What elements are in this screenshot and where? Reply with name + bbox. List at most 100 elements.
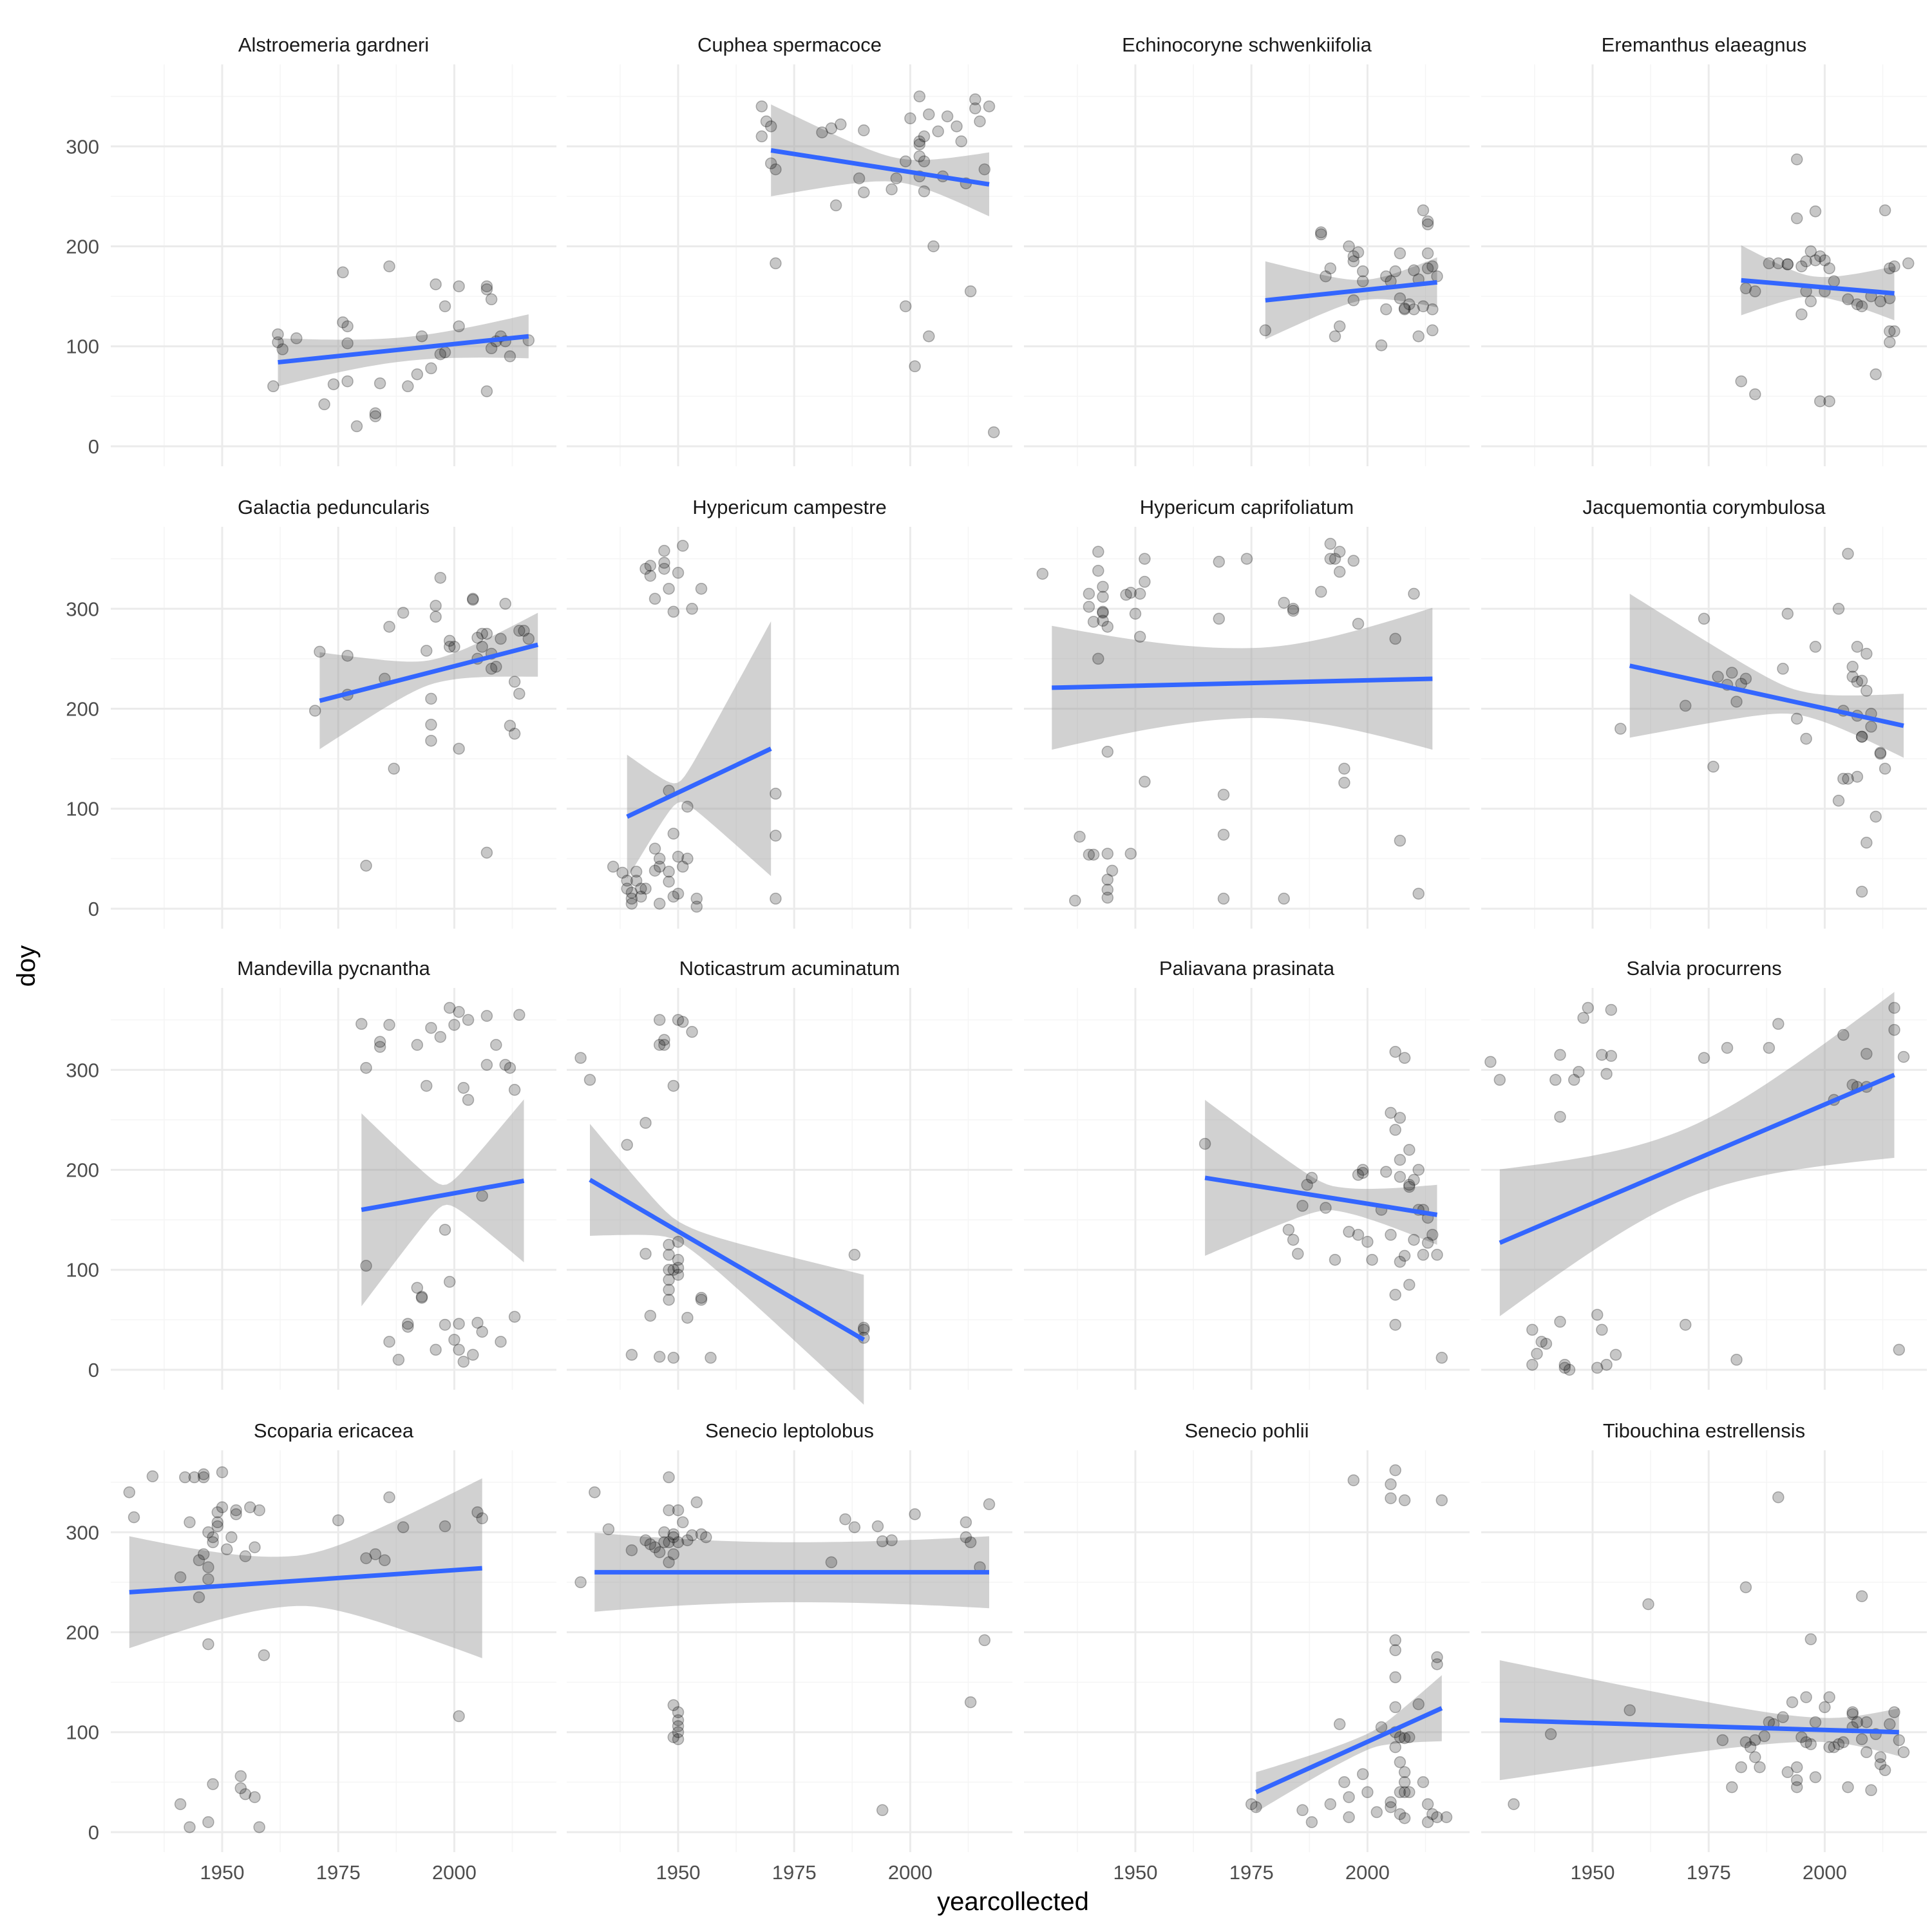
data-point	[374, 377, 386, 390]
data-point	[453, 320, 465, 332]
facet-strip-label: Salvia procurrens	[1626, 957, 1781, 980]
data-point	[829, 199, 842, 212]
data-point	[1535, 1336, 1548, 1348]
data-point	[467, 594, 479, 606]
data-point	[1394, 1756, 1406, 1768]
data-point	[272, 336, 284, 348]
data-point	[490, 661, 502, 673]
data-point	[1739, 1736, 1752, 1748]
data-point	[234, 1770, 247, 1783]
data-point	[1832, 1738, 1845, 1750]
data-point	[672, 1714, 685, 1727]
data-point	[681, 1311, 694, 1324]
data-point	[1412, 1698, 1425, 1710]
data-point	[1531, 1347, 1543, 1360]
facet-strip-label: Cuphea spermacoce	[697, 33, 882, 56]
data-point	[522, 632, 535, 645]
data-point	[1421, 262, 1434, 274]
data-point	[1828, 275, 1841, 288]
data-point	[649, 842, 661, 855]
data-point	[453, 1318, 465, 1330]
data-point	[1408, 1173, 1420, 1186]
regression-line	[129, 1566, 482, 1595]
panel-grid	[111, 988, 556, 1390]
data-point	[667, 1531, 680, 1544]
data-point	[1842, 772, 1854, 785]
data-point	[672, 1236, 685, 1248]
data-point	[1338, 1776, 1350, 1788]
data-point	[1804, 295, 1817, 308]
data-point	[1851, 676, 1864, 688]
data-point	[1800, 1736, 1812, 1748]
regression-line	[319, 642, 539, 703]
data-point	[1804, 1633, 1817, 1645]
data-points	[267, 260, 535, 433]
panel-grid	[567, 527, 1012, 929]
data-point	[1484, 1056, 1497, 1068]
data-point	[858, 124, 870, 137]
data-point	[1596, 1048, 1608, 1061]
y-tick-label: 200	[66, 698, 99, 721]
data-point	[1526, 1323, 1539, 1336]
data-points	[1036, 538, 1425, 907]
data-point	[1426, 303, 1439, 316]
facet-panel: Salvia procurrens	[1481, 957, 1927, 1390]
data-point	[1315, 585, 1327, 598]
data-point	[969, 102, 981, 115]
data-point	[1508, 1798, 1520, 1810]
confidence-band	[1052, 607, 1433, 750]
data-point	[653, 860, 666, 873]
data-point	[1408, 1233, 1420, 1246]
data-point	[1213, 612, 1226, 625]
data-point	[653, 897, 666, 910]
data-point	[695, 1294, 708, 1306]
data-point	[686, 1026, 698, 1038]
data-point	[1389, 1671, 1401, 1683]
facet-strip-label: Scoparia ericacea	[254, 1419, 414, 1442]
data-point	[904, 112, 916, 125]
data-point	[207, 1536, 219, 1549]
data-point	[764, 120, 777, 133]
data-point	[332, 1514, 345, 1526]
data-point	[1389, 1701, 1401, 1714]
facet-strip-label: Paliavana prasinata	[1159, 957, 1335, 980]
data-point	[453, 743, 465, 755]
data-point	[123, 1486, 136, 1499]
data-point	[667, 1264, 680, 1276]
data-point	[448, 1019, 460, 1031]
facet-panel: Senecio leptolobus 1950 1975 2000	[567, 1419, 1012, 1884]
y-tick-label: 200	[66, 1622, 99, 1644]
data-point	[1823, 262, 1835, 274]
data-point	[1749, 1734, 1761, 1747]
confidence-band	[1499, 992, 1895, 1316]
data-point	[886, 183, 898, 196]
data-point	[644, 569, 657, 582]
data-point	[411, 368, 424, 381]
data-point	[379, 1554, 391, 1566]
data-point	[1403, 298, 1416, 310]
data-point	[1329, 553, 1341, 565]
x-tick-label: 2000	[432, 1861, 477, 1884]
data-point	[690, 1496, 703, 1508]
data-point	[439, 300, 451, 312]
data-point	[411, 1282, 424, 1294]
data-point	[1426, 1808, 1439, 1821]
data-point	[369, 1548, 382, 1560]
regression-line	[1499, 1072, 1895, 1245]
data-point	[439, 1224, 451, 1236]
data-point	[1544, 1728, 1557, 1741]
data-point	[1800, 1691, 1812, 1703]
data-point	[1282, 1224, 1295, 1236]
data-point	[978, 1634, 991, 1647]
data-point	[1431, 1811, 1443, 1823]
data-point	[1707, 761, 1719, 773]
data-point	[202, 1638, 214, 1651]
data-points	[1508, 1491, 1910, 1810]
data-point	[1036, 567, 1049, 580]
data-point	[1426, 260, 1439, 272]
data-point	[1888, 1001, 1900, 1014]
data-point	[764, 157, 777, 169]
data-point	[663, 875, 675, 888]
data-point	[1888, 1023, 1900, 1036]
y-tick-label: 0	[88, 1821, 99, 1844]
